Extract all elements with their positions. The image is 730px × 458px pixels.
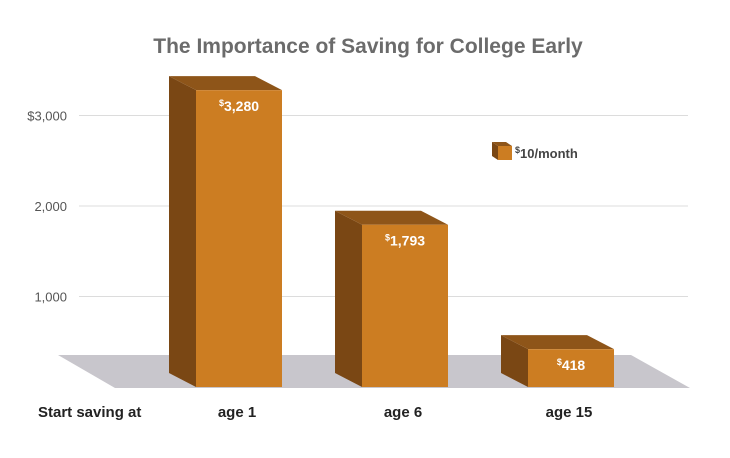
- legend-swatch-top: [492, 142, 512, 146]
- chart-title: The Importance of Saving for College Ear…: [153, 35, 583, 58]
- y-axis-ticks: 1,000 2,000 $3,000: [27, 109, 67, 305]
- bar-age-6: $1,793: [335, 210, 448, 387]
- bar-front-1: [362, 224, 448, 387]
- y-tick-label-0: 1,000: [34, 290, 67, 305]
- legend-swatch: [498, 146, 512, 160]
- bar-top-2: [501, 335, 614, 350]
- y-tick-label-2: $3,000: [27, 109, 67, 124]
- bars: $3,280 $1,793 $418: [169, 76, 614, 387]
- data-label-1: $1,793: [385, 233, 425, 249]
- bar-top-1: [335, 210, 448, 225]
- bar-side-1: [335, 210, 362, 387]
- bar-front-0: [196, 90, 282, 387]
- legend: $10/month: [492, 142, 578, 161]
- y-tick-label-1: 2,000: [34, 199, 67, 214]
- data-label-0: $3,280: [219, 98, 259, 114]
- x-tick-label-0: age 1: [218, 404, 256, 421]
- legend-swatch-side: [492, 142, 498, 160]
- bar-front-2: [528, 349, 614, 387]
- x-axis-label: Start saving at: [38, 404, 141, 421]
- bar-age-15: $418: [501, 335, 614, 387]
- x-tick-label-1: age 6: [384, 404, 422, 421]
- bar-age-1: $3,280: [169, 76, 282, 387]
- bar-side-2: [501, 335, 528, 387]
- legend-label: $10/month: [515, 145, 578, 161]
- bar-side-0: [169, 76, 196, 387]
- data-label-2: $418: [557, 357, 586, 373]
- x-axis-ticks: age 1 age 6 age 15: [218, 404, 593, 421]
- x-tick-label-2: age 15: [546, 404, 593, 421]
- bar-top-0: [169, 76, 282, 91]
